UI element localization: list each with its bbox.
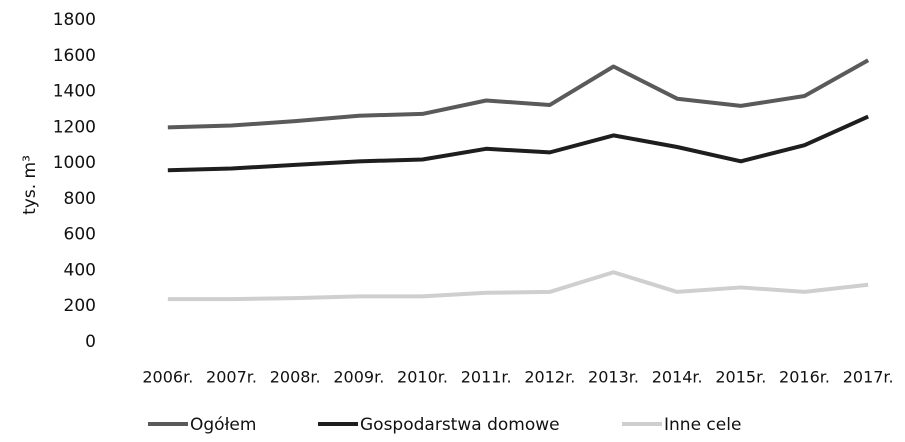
legend-label: Inne cele bbox=[664, 415, 741, 435]
y-tick-label: 1400 bbox=[53, 82, 96, 102]
series-line bbox=[167, 114, 869, 173]
series-line bbox=[167, 270, 869, 302]
x-tick-label: 2007r. bbox=[206, 368, 257, 387]
x-tick-label: 2015r. bbox=[715, 368, 766, 387]
x-tick-label: 2009r. bbox=[333, 368, 384, 387]
x-tick-label: 2016r. bbox=[779, 368, 830, 387]
x-tick-label: 2006r. bbox=[142, 368, 193, 387]
y-tick-label: 600 bbox=[64, 225, 96, 245]
x-tick-label: 2014r. bbox=[652, 368, 703, 387]
series-line bbox=[167, 58, 870, 130]
y-tick-label: 1000 bbox=[53, 153, 96, 173]
x-tick-label: 2017r. bbox=[843, 368, 894, 387]
y-tick-label: 1200 bbox=[53, 117, 96, 137]
x-tick-label: 2011r. bbox=[461, 368, 512, 387]
legend-label: Ogółem bbox=[190, 415, 256, 435]
y-tick-label: 200 bbox=[64, 296, 96, 316]
legend-label: Gospodarstwa domowe bbox=[360, 415, 560, 435]
y-tick-label: 400 bbox=[64, 260, 96, 280]
x-tick-label: 2012r. bbox=[524, 368, 575, 387]
y-tick-label: 1600 bbox=[53, 46, 96, 66]
x-tick-label: 2008r. bbox=[270, 368, 321, 387]
x-tick-label: 2010r. bbox=[397, 368, 448, 387]
x-tick-label: 2013r. bbox=[588, 368, 639, 387]
y-tick-label: 0 bbox=[85, 332, 96, 352]
y-axis-label: tys. m³ bbox=[20, 155, 40, 215]
y-tick-label: 1800 bbox=[53, 10, 96, 30]
y-tick-label: 800 bbox=[64, 189, 96, 209]
